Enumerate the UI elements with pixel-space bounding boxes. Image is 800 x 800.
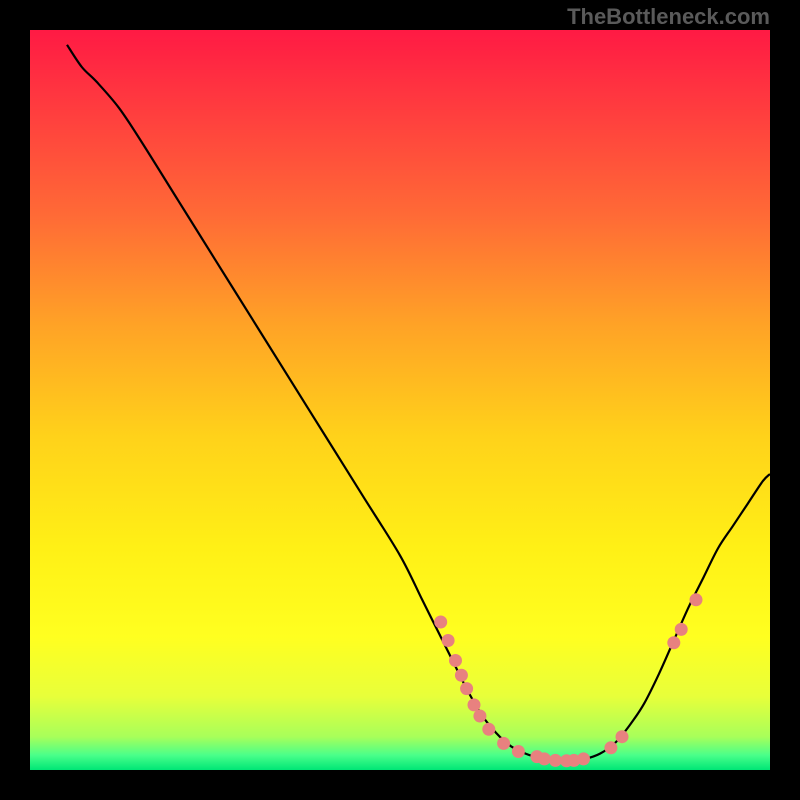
plot-area [30,30,770,770]
data-marker [512,745,525,758]
data-marker [667,636,680,649]
data-marker [604,741,617,754]
data-marker [538,752,551,765]
data-marker [434,616,447,629]
data-marker [690,593,703,606]
data-marker [455,669,468,682]
data-marker [449,654,462,667]
data-marker [482,723,495,736]
data-marker [549,754,562,767]
data-marker [442,634,455,647]
data-marker [577,752,590,765]
data-marker [460,682,473,695]
data-markers [434,593,702,767]
attribution-text: TheBottleneck.com [567,4,770,30]
data-marker [616,730,629,743]
data-marker [473,709,486,722]
data-marker [468,698,481,711]
data-marker [497,737,510,750]
data-marker [675,623,688,636]
bottleneck-chart: TheBottleneck.com [0,0,800,800]
curve-layer [30,30,770,770]
bottleneck-curve [67,45,770,761]
